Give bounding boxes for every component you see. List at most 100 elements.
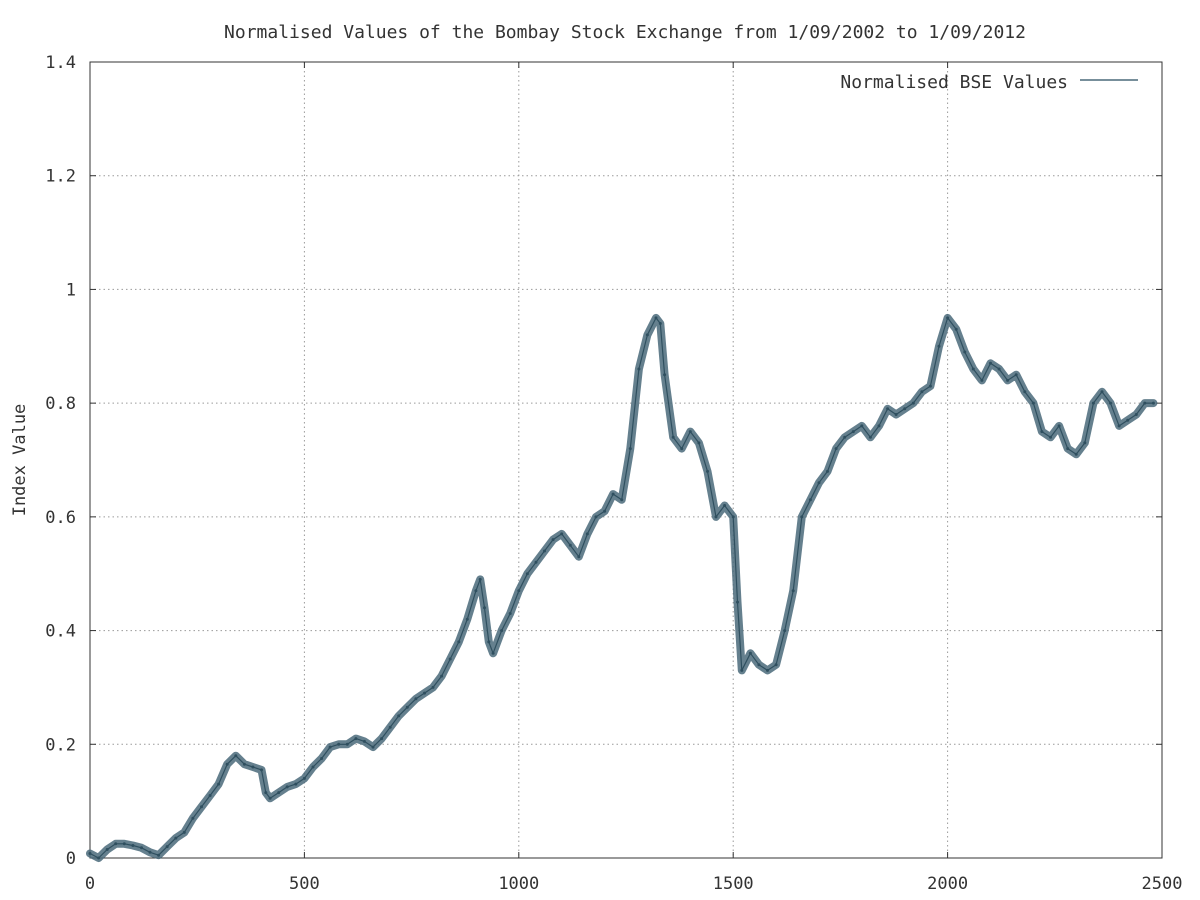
data-point	[620, 498, 624, 502]
data-point	[302, 776, 306, 780]
data-point	[354, 737, 358, 741]
y-axis-label: Index Value	[10, 404, 30, 517]
y-tick-label: 0.6	[45, 508, 76, 528]
data-point	[474, 589, 478, 593]
data-point	[1083, 441, 1087, 445]
y-tick-label: 0	[66, 849, 76, 869]
data-point	[868, 435, 872, 439]
data-point	[457, 640, 461, 644]
data-point	[808, 498, 812, 502]
x-tick-label: 500	[289, 874, 320, 894]
y-tick-label: 0.2	[45, 735, 76, 755]
data-point	[568, 543, 572, 547]
data-point	[954, 327, 958, 331]
data-point	[989, 361, 992, 365]
series-layer	[86, 313, 1158, 862]
data-point	[603, 509, 607, 513]
data-point	[478, 577, 482, 581]
data-point	[1109, 401, 1112, 405]
data-point	[88, 852, 92, 855]
y-tick-label: 0.8	[45, 394, 76, 414]
data-point	[963, 350, 967, 354]
x-tick-label: 1000	[498, 874, 539, 894]
data-point	[637, 367, 641, 371]
data-point	[920, 390, 924, 394]
data-point	[217, 782, 221, 786]
data-point	[551, 538, 555, 542]
y-tick-labels: 0 0.2 0.4 0.6 0.8 1 1.2 1.4	[45, 53, 76, 869]
data-point	[122, 842, 126, 846]
data-point	[405, 705, 409, 709]
data-point	[543, 549, 546, 553]
axis-ticks	[89, 61, 1163, 859]
data-point	[800, 515, 804, 519]
data-point	[997, 367, 1001, 371]
data-point	[946, 316, 950, 320]
grid-lines	[90, 62, 1162, 858]
y-tick-label: 0.4	[45, 622, 76, 642]
data-point	[560, 532, 564, 536]
data-point	[1014, 373, 1018, 377]
data-point	[380, 737, 384, 741]
data-point	[251, 765, 255, 769]
data-point	[937, 344, 941, 348]
data-point	[834, 447, 838, 451]
data-point	[697, 441, 701, 445]
x-tick-label: 2500	[1142, 874, 1183, 894]
data-point	[757, 663, 761, 667]
data-point	[320, 757, 324, 760]
data-point	[740, 668, 744, 672]
data-point	[903, 407, 907, 411]
data-point	[208, 794, 212, 797]
x-tick-label: 2000	[927, 874, 968, 894]
data-point	[268, 796, 272, 800]
legend-label: Normalised BSE Values	[840, 72, 1068, 93]
x-tick-labels: 0 500 1000 1500 2000 2500	[85, 874, 1183, 894]
data-point	[723, 504, 727, 507]
data-point	[448, 657, 452, 661]
data-point	[1126, 418, 1130, 422]
data-point	[465, 617, 469, 621]
data-point	[440, 674, 444, 678]
data-point	[200, 805, 203, 809]
series-line-band	[86, 313, 1158, 862]
data-point	[1006, 378, 1010, 382]
data-point	[1066, 447, 1070, 451]
data-point	[97, 856, 101, 860]
data-point	[131, 844, 135, 847]
data-point	[980, 378, 984, 382]
series-line	[89, 317, 1154, 859]
data-point	[928, 384, 932, 388]
data-point	[817, 481, 821, 485]
data-point	[294, 782, 298, 786]
data-point	[894, 413, 898, 416]
data-point	[525, 572, 529, 576]
data-point	[1100, 390, 1104, 394]
chart-title: Normalised Values of the Bombay Stock Ex…	[224, 22, 1026, 43]
data-point	[1117, 424, 1121, 428]
data-point	[157, 853, 161, 857]
data-point	[877, 424, 881, 428]
data-point	[388, 725, 392, 729]
data-point	[1031, 401, 1035, 405]
data-point	[714, 515, 718, 519]
data-point	[628, 447, 632, 451]
data-point	[671, 435, 675, 439]
y-tick-label: 1.2	[45, 167, 76, 187]
data-point	[414, 697, 418, 701]
data-point	[1074, 452, 1078, 456]
data-point	[328, 745, 332, 749]
data-point	[483, 606, 486, 610]
data-point	[397, 714, 401, 718]
data-point	[242, 762, 246, 766]
data-point	[843, 435, 847, 439]
data-point	[508, 612, 512, 615]
data-point	[706, 469, 709, 473]
data-point	[534, 560, 538, 564]
data-point	[337, 742, 341, 746]
data-point	[774, 663, 778, 667]
data-point	[234, 754, 238, 758]
data-point	[783, 629, 787, 633]
data-point	[311, 765, 315, 769]
